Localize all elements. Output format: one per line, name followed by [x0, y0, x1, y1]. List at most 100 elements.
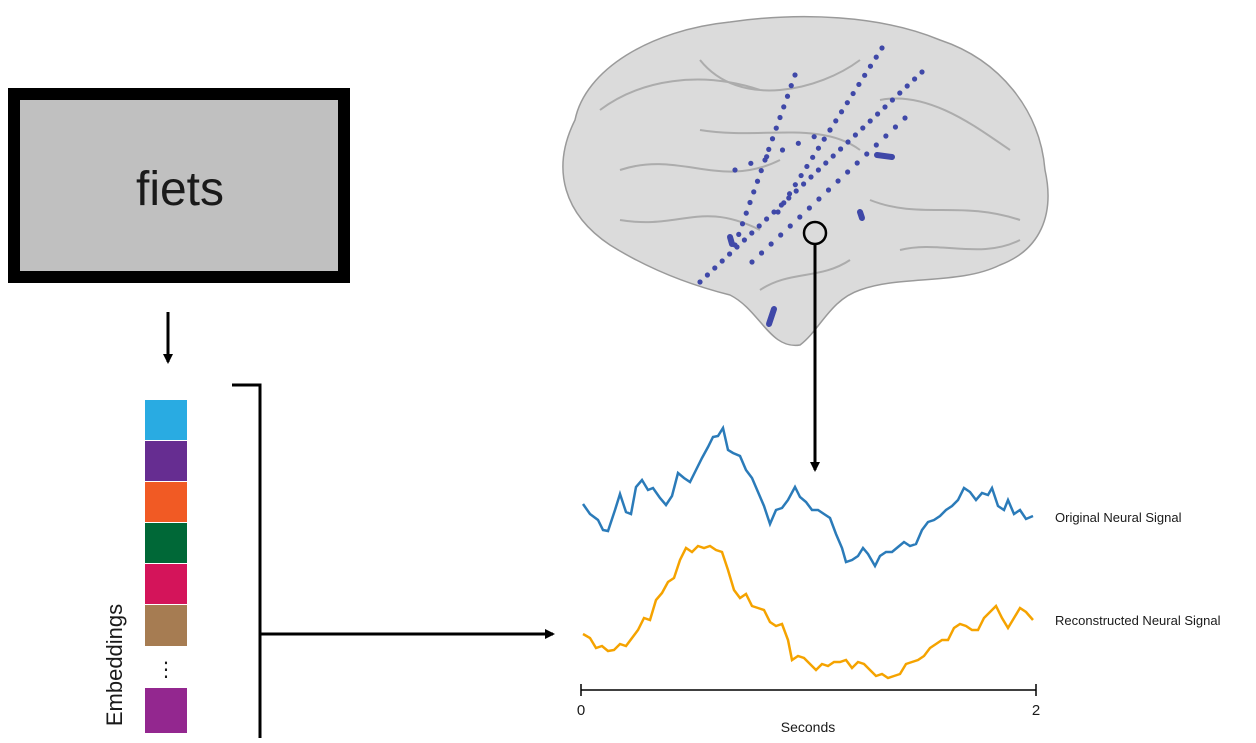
electrode	[823, 160, 828, 165]
electrode	[831, 153, 836, 158]
electrode	[839, 109, 844, 114]
axis-label: Seconds	[781, 719, 835, 735]
electrode	[860, 125, 865, 130]
electrode	[788, 223, 793, 228]
electrode	[796, 141, 801, 146]
electrode	[883, 133, 888, 138]
tick-label: 0	[577, 702, 585, 719]
depth-electrode	[730, 237, 732, 244]
electrode	[826, 187, 831, 192]
electrode	[835, 178, 840, 183]
electrode	[769, 241, 774, 246]
electrode	[780, 147, 785, 152]
depth-electrode	[860, 212, 862, 218]
diagram: fiets ⋮ Embeddings Original Neural Signa…	[0, 0, 1256, 738]
electrode	[771, 209, 776, 214]
electrode	[822, 137, 827, 142]
electrode	[801, 181, 806, 186]
electrode	[827, 127, 832, 132]
electrode	[789, 83, 794, 88]
electrode	[845, 139, 850, 144]
depth-electrode	[877, 155, 892, 157]
embedding-cell	[145, 441, 187, 481]
electrode	[864, 151, 869, 156]
brain	[563, 17, 1048, 346]
electrode	[794, 188, 799, 193]
electrode	[770, 136, 775, 141]
electrode	[779, 202, 784, 207]
electrode	[862, 73, 867, 78]
electrode	[804, 164, 809, 169]
electrode	[856, 82, 861, 87]
electrode	[919, 69, 924, 74]
electrode	[740, 221, 745, 226]
electrode	[874, 142, 879, 147]
electrode	[833, 118, 838, 123]
electrode	[853, 132, 858, 137]
tick-label: 2	[1032, 702, 1040, 719]
electrode	[851, 91, 856, 96]
electrode	[812, 134, 817, 139]
electrode	[755, 179, 760, 184]
electrode	[766, 147, 771, 152]
electrode	[912, 76, 917, 81]
electrode	[712, 265, 717, 270]
electrode	[778, 232, 783, 237]
electrode	[734, 244, 739, 249]
electrode	[845, 100, 850, 105]
electrode	[807, 205, 812, 210]
electrode	[785, 94, 790, 99]
embedding-cell	[145, 688, 187, 733]
electrode	[774, 126, 779, 131]
brain-shape	[563, 17, 1048, 346]
electrode	[868, 118, 873, 123]
electrode	[792, 72, 797, 77]
electrode	[732, 167, 737, 172]
electrode	[868, 64, 873, 69]
page: {"stimulus": {"word": "fiets"}, "embeddi…	[0, 0, 1256, 738]
bracket	[232, 385, 260, 738]
ellipsis: ⋮	[156, 659, 176, 681]
electrode	[882, 104, 887, 109]
electrode	[757, 223, 762, 228]
electrode	[759, 250, 764, 255]
embedding-vector	[145, 400, 187, 733]
electrode	[810, 155, 815, 160]
electrode	[897, 90, 902, 95]
embeddings-label: Embeddings	[102, 604, 127, 726]
electrode	[874, 55, 879, 60]
electrode	[816, 146, 821, 151]
electrode	[793, 182, 798, 187]
electrode	[764, 216, 769, 221]
electrode	[799, 173, 804, 178]
electrode	[875, 111, 880, 116]
electrode	[720, 258, 725, 263]
electrode	[902, 115, 907, 120]
electrode	[893, 124, 898, 129]
electrode	[759, 168, 764, 173]
embedding-cell	[145, 605, 187, 646]
electrode	[816, 167, 821, 172]
reconstructed-signal-trace	[583, 546, 1033, 678]
electrode	[749, 230, 754, 235]
electrode	[890, 97, 895, 102]
electrode	[736, 232, 741, 237]
electrode	[777, 115, 782, 120]
electrode	[786, 195, 791, 200]
electrode	[742, 237, 747, 242]
embedding-cell	[145, 482, 187, 522]
electrode	[697, 279, 702, 284]
signal-label: Reconstructed Neural Signal	[1055, 613, 1221, 628]
electrode	[744, 211, 749, 216]
electrode	[816, 196, 821, 201]
electrode	[764, 154, 769, 159]
embedding-cell	[145, 400, 187, 440]
original-signal-trace	[583, 428, 1033, 566]
electrode	[855, 160, 860, 165]
electrode	[705, 272, 710, 277]
electrode	[905, 83, 910, 88]
signal-label: Original Neural Signal	[1055, 510, 1182, 525]
embedding-cell	[145, 523, 187, 563]
stimulus-word: fiets	[136, 163, 224, 216]
electrode	[838, 146, 843, 151]
